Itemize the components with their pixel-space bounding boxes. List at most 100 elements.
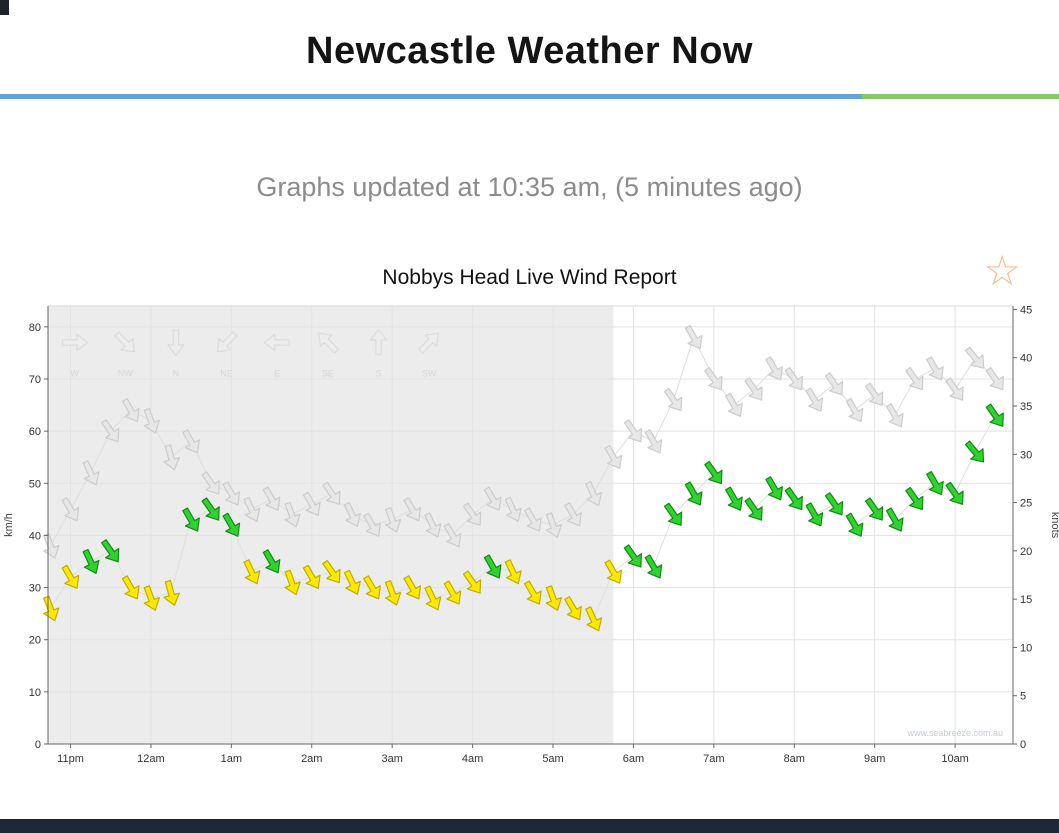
wind-arrow-icon <box>262 549 281 574</box>
wind-arrow-icon <box>163 579 180 606</box>
wind-arrow-icon <box>363 575 381 600</box>
svg-text:0: 0 <box>1020 739 1026 751</box>
gust-arrow-icon <box>462 502 482 526</box>
svg-text:SE: SE <box>322 368 334 378</box>
wind-arrow-icon <box>101 539 120 563</box>
svg-text:30: 30 <box>29 583 41 595</box>
svg-text:1am: 1am <box>221 753 242 765</box>
gust-arrow-icon <box>805 387 824 412</box>
svg-text:NE: NE <box>220 368 233 378</box>
wind-arrow-icon <box>784 486 803 511</box>
svg-text:S: S <box>376 368 382 378</box>
svg-text:20: 20 <box>1020 546 1032 558</box>
gust-arrow-icon <box>604 444 623 470</box>
gust-arrow-icon <box>163 444 180 471</box>
gust-arrow-icon <box>704 367 723 391</box>
wind-arrow-icon <box>403 575 422 600</box>
svg-text:15: 15 <box>1020 594 1032 606</box>
gust-arrow-icon <box>905 367 924 391</box>
wind-arrow-icon <box>424 585 442 611</box>
gust-arrows <box>43 324 1004 559</box>
gust-arrow-icon <box>483 486 502 511</box>
svg-text:25: 25 <box>1020 498 1032 510</box>
legend-nw-arrow-icon <box>114 331 135 353</box>
gust-arrow-icon <box>744 377 763 401</box>
svg-text:45: 45 <box>1020 304 1032 316</box>
average-wind-arrows <box>43 403 1004 632</box>
wind-arrow-icon <box>644 554 663 579</box>
wind-arrow-icon <box>865 497 884 521</box>
svg-text:30: 30 <box>1020 449 1032 461</box>
gust-arrow-icon <box>504 496 522 522</box>
wind-arrow-icon <box>704 460 723 485</box>
wind-arrow-icon <box>585 606 603 632</box>
gust-arrow-icon <box>644 429 663 454</box>
wind-arrow-icon <box>765 476 783 501</box>
gust-arrow-icon <box>443 523 462 548</box>
gust-arrow-icon <box>824 372 844 396</box>
left-axis-label: km/h <box>3 513 15 537</box>
accent-divider <box>0 94 1059 99</box>
gust-arrow-icon <box>363 512 381 537</box>
legend-n-arrow-icon <box>167 329 185 357</box>
tick-labels: 0 10 20 30 40 50 60 70 80 0 5 10 15 20 25 30 35 40 45 11pm 1… <box>29 304 1033 765</box>
svg-text:4am: 4am <box>462 753 483 765</box>
gust-arrow-icon <box>243 496 261 522</box>
wind-arrow-icon <box>302 564 321 589</box>
gust-arrow-icon <box>585 481 603 507</box>
svg-text:20: 20 <box>29 635 41 647</box>
wind-arrow-icon <box>564 596 582 621</box>
gust-arrow-icon <box>845 397 864 423</box>
gust-arrow-icon <box>121 397 140 423</box>
wind-arrow-icon <box>61 564 80 589</box>
svg-text:35: 35 <box>1020 401 1032 413</box>
svg-text:40: 40 <box>29 530 41 542</box>
wind-arrow-icon <box>945 481 964 505</box>
wind-arrow-icon <box>545 585 562 611</box>
gust-arrow-icon <box>182 429 200 454</box>
svg-text:60: 60 <box>29 426 41 438</box>
gust-arrow-icon <box>545 512 562 538</box>
gust-arrow-icon <box>964 346 985 369</box>
wind-arrow-icon <box>322 559 341 584</box>
gust-arrow-icon <box>101 419 120 443</box>
svg-text:W: W <box>70 368 79 378</box>
svg-text:10: 10 <box>1020 642 1032 654</box>
legend-ne-arrow-icon <box>216 331 238 353</box>
svg-text:40: 40 <box>1020 353 1032 365</box>
chart-title: Nobbys Head Live Wind Report <box>382 266 677 289</box>
gust-arrow-icon <box>945 377 964 401</box>
watermark: www.seabreeze.com.au <box>906 728 1003 738</box>
gust-arrow-icon <box>765 356 783 381</box>
svg-text:8am: 8am <box>784 753 805 765</box>
gust-arrow-icon <box>201 471 220 495</box>
favorite-star-icon[interactable]: ☆ <box>983 247 1021 294</box>
wind-arrow-icon <box>964 440 985 463</box>
direction-legend: W NW N NE E SE S SW <box>61 328 439 378</box>
wind-arrow-icon <box>845 512 864 537</box>
gust-arrow-icon <box>403 497 422 522</box>
axes <box>47 305 1014 745</box>
svg-text:7am: 7am <box>703 753 724 765</box>
wind-arrow-icon <box>182 507 200 532</box>
wind-arrow-icon <box>604 559 623 584</box>
wind-arrow-icon <box>523 580 542 605</box>
svg-text:NW: NW <box>118 368 133 378</box>
gust-arrow-icon <box>865 382 884 406</box>
wind-arrow-icon <box>684 481 703 506</box>
right-axis-label: knots <box>1049 512 1059 539</box>
svg-text:SW: SW <box>422 368 437 378</box>
gust-arrow-icon <box>564 502 582 527</box>
wind-arrow-icon <box>824 492 844 516</box>
gust-arrow-icon <box>322 481 341 505</box>
gust-arrow-icon <box>623 419 642 443</box>
svg-text:9am: 9am <box>864 753 885 765</box>
svg-text:70: 70 <box>29 374 41 386</box>
wind-arrow-icon <box>623 544 642 568</box>
wind-arrow-icon <box>443 580 462 605</box>
svg-text:0: 0 <box>35 739 41 751</box>
wind-arrow-icon <box>885 507 904 532</box>
svg-text:N: N <box>173 368 180 378</box>
wind-arrow-icon <box>284 569 301 596</box>
svg-text:6am: 6am <box>623 753 644 765</box>
